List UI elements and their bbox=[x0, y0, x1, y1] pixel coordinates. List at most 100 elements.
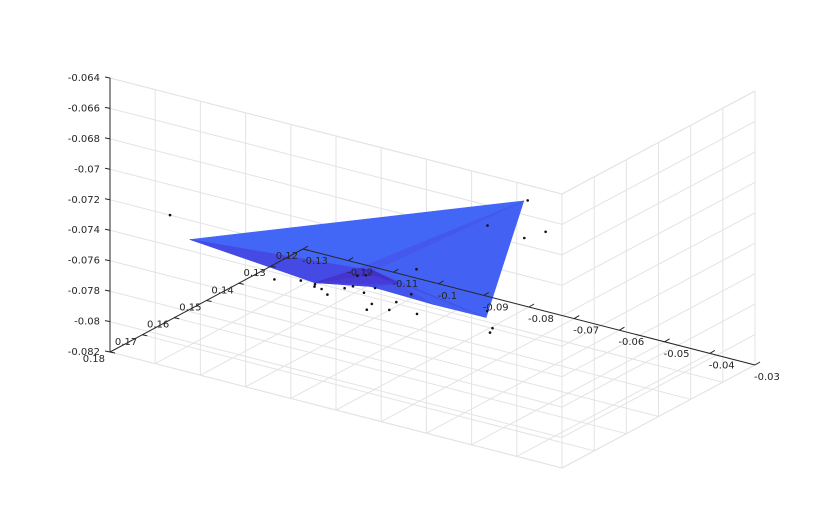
x-tick-mark bbox=[528, 303, 535, 308]
data-point bbox=[485, 309, 489, 313]
z-tick-mark bbox=[104, 137, 111, 140]
x-tick-mark bbox=[393, 268, 399, 273]
backwall-gridline-z bbox=[109, 321, 563, 439]
x-tick-label: -0.07 bbox=[573, 326, 599, 337]
y-tick-mark bbox=[142, 334, 148, 337]
x-tick-label: -0.05 bbox=[664, 349, 690, 360]
y-tick-label: 0.12 bbox=[276, 251, 298, 262]
sidewall-gridline-z bbox=[561, 303, 756, 408]
data-point bbox=[343, 286, 346, 290]
data-point bbox=[370, 302, 374, 306]
x-tick-label: -0.11 bbox=[392, 279, 418, 290]
z-tick-mark bbox=[104, 167, 111, 170]
y-tick-mark bbox=[270, 265, 276, 268]
x-tick-mark bbox=[438, 280, 444, 285]
sidewall-gridline-z bbox=[561, 151, 756, 256]
z-tick-mark bbox=[104, 289, 111, 292]
y-tick-label: 0.14 bbox=[211, 285, 233, 296]
floor-gridline-y bbox=[174, 317, 627, 435]
data-point bbox=[356, 274, 359, 278]
data-points bbox=[168, 199, 547, 334]
floor-gridline-y bbox=[238, 282, 691, 400]
surface-mesh bbox=[189, 200, 525, 318]
z-tick-label: -0.064 bbox=[68, 73, 100, 84]
data-point bbox=[351, 285, 355, 288]
data-point bbox=[544, 230, 547, 234]
y-tick-label: 0.16 bbox=[147, 320, 169, 331]
z-tick-label: -0.082 bbox=[68, 347, 100, 358]
x-tick-mark bbox=[754, 361, 761, 366]
surface-facet bbox=[358, 268, 375, 275]
data-point bbox=[415, 267, 418, 271]
x-tick-label: -0.06 bbox=[618, 337, 644, 348]
data-point bbox=[273, 278, 276, 281]
z-tick-mark bbox=[104, 76, 111, 79]
z-tick-label: -0.074 bbox=[68, 225, 100, 236]
x-tick-mark bbox=[573, 315, 580, 320]
data-point bbox=[486, 224, 489, 227]
floor-gridline-y bbox=[206, 300, 659, 417]
x-tick-mark bbox=[709, 349, 716, 354]
y-tick-label: 0.13 bbox=[244, 268, 266, 279]
side-edge-top bbox=[561, 90, 756, 195]
z-tick-mark bbox=[104, 106, 111, 109]
backwall-gridline-z bbox=[109, 229, 563, 347]
data-point bbox=[326, 293, 329, 296]
sidewall-gridline-z bbox=[561, 120, 756, 225]
sidewall-gridline-z bbox=[561, 273, 756, 378]
z-tick-label: -0.08 bbox=[74, 317, 100, 328]
data-point bbox=[491, 326, 494, 330]
y-tick-mark bbox=[109, 351, 116, 354]
y-tick-mark bbox=[302, 248, 309, 251]
y-tick-label: 0.18 bbox=[83, 354, 105, 365]
z-tick-mark bbox=[104, 198, 111, 201]
data-point bbox=[365, 308, 369, 312]
x-tick-label: -0.04 bbox=[709, 360, 735, 371]
x-tick-label: -0.13 bbox=[302, 256, 328, 267]
data-point bbox=[410, 292, 413, 296]
data-point bbox=[415, 312, 419, 316]
sidewall-gridline-z bbox=[561, 364, 756, 469]
z-tick-mark bbox=[104, 228, 111, 231]
floor-gridline-y bbox=[270, 265, 723, 383]
sidewall-gridline-z bbox=[561, 212, 756, 317]
x-tick-label: -0.12 bbox=[347, 268, 373, 279]
x-tick-mark bbox=[664, 338, 670, 343]
x-tick-mark bbox=[483, 291, 490, 296]
backwall-gridline-z bbox=[109, 260, 563, 378]
data-point bbox=[373, 286, 377, 290]
y-tick-mark bbox=[206, 300, 212, 302]
data-point bbox=[488, 331, 492, 334]
x-tick-label: -0.1 bbox=[438, 291, 458, 302]
y-tick-label: 0.17 bbox=[115, 337, 137, 348]
data-point bbox=[523, 236, 526, 240]
z-tick-mark bbox=[104, 350, 111, 353]
z-tick-label: -0.068 bbox=[68, 134, 100, 145]
tick-labels: -0.13 -0.12 -0.11 -0.1 -0.09 -0.08 -0.07 -0.06 -… bbox=[68, 73, 780, 383]
z-tick-label: -0.076 bbox=[68, 256, 100, 267]
z-tick-label: -0.07 bbox=[74, 164, 100, 175]
sidewall-gridline-z bbox=[561, 334, 756, 439]
x-tick-label: -0.08 bbox=[528, 314, 554, 325]
x-tick-mark bbox=[302, 245, 309, 250]
floor-gridline-y bbox=[142, 334, 595, 452]
data-point bbox=[395, 300, 398, 304]
y-tick-mark bbox=[174, 317, 180, 320]
data-point bbox=[526, 199, 529, 202]
data-point bbox=[362, 291, 366, 295]
backwall-gridline-z bbox=[109, 290, 563, 408]
x-tick-mark bbox=[619, 326, 625, 331]
z-tick-label: -0.078 bbox=[68, 286, 100, 297]
x-tick-mark bbox=[347, 257, 354, 262]
x-tick-label: -0.03 bbox=[754, 372, 780, 383]
z-tick-mark bbox=[104, 320, 111, 323]
data-point bbox=[388, 308, 391, 312]
z-tick-mark bbox=[104, 259, 111, 262]
axes-frame bbox=[104, 76, 761, 366]
y-tick-mark bbox=[238, 282, 244, 285]
data-point bbox=[320, 287, 323, 291]
data-point bbox=[313, 282, 317, 286]
sidewall-gridline-z bbox=[561, 242, 756, 347]
data-point bbox=[168, 213, 172, 217]
